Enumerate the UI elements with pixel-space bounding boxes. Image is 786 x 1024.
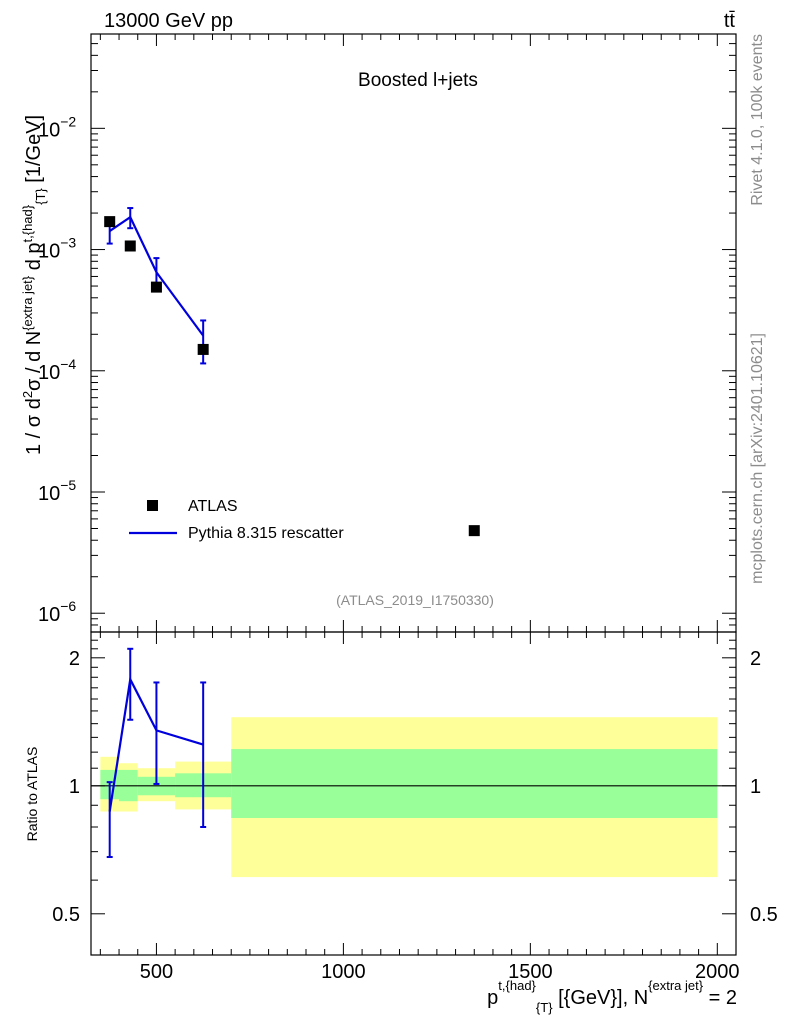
svg-text:1 / σ d2σ / d N{extra jet} d p: 1 / σ d2σ / d N{extra jet} d pt,{had}{T}… bbox=[20, 115, 48, 455]
panel-title: Boosted l+jets bbox=[358, 70, 478, 91]
data-point bbox=[124, 240, 136, 252]
mcplots-label: mcplots.cern.ch [arXiv:2401.10621] bbox=[749, 333, 766, 584]
y-tick-label-ratio-left: 0.5 bbox=[52, 904, 80, 926]
svg-text:pt,{had}{T} [{GeV}], N{extra j: pt,{had}{T} [{GeV}], N{extra jet} = 2 bbox=[487, 978, 737, 1015]
y-tick-label-main: 10−4 bbox=[38, 356, 76, 384]
main-axis-ticks: 10−2 10−3 10−4 10−5 10−6 bbox=[38, 33, 736, 633]
legend: ATLAS Pythia 8.315 rescatter bbox=[129, 498, 344, 542]
mc-line bbox=[109, 215, 205, 337]
y-tick-label-ratio-right: 2 bbox=[750, 648, 761, 670]
main-frame bbox=[90, 33, 737, 633]
y-axis-title-ratio: Ratio to ATLAS bbox=[24, 747, 40, 842]
ratio-panel: 2 2 1 1 0.5 0.5 bbox=[52, 631, 778, 956]
x-tick-labels: 500 1000 1500 2000 bbox=[140, 961, 740, 983]
rivet-label: Rivet 4.1.0, 100k events bbox=[749, 34, 766, 206]
y-tick-label-main: 10−5 bbox=[38, 477, 76, 505]
y-tick-label-ratio-right: 1 bbox=[750, 776, 761, 798]
band-inner bbox=[231, 749, 718, 818]
y-tick-label-main: 10−6 bbox=[38, 598, 76, 626]
x-tick-label: 2000 bbox=[695, 961, 740, 983]
ratio-frame bbox=[90, 631, 737, 956]
ratio-data-marks bbox=[91, 647, 736, 859]
y-tick-label-ratio-right: 0.5 bbox=[750, 904, 778, 926]
x-axis-title: pt,{had}{T} [{GeV}], N{extra jet} = 2 bbox=[487, 978, 737, 1015]
legend-data-label: ATLAS bbox=[188, 498, 238, 515]
main-panel: 10−2 10−3 10−4 10−5 10−6 Boosted l+jets (ATL… bbox=[38, 33, 737, 633]
energy-label: 13000 GeV pp bbox=[104, 10, 233, 32]
x-tick-label: 1500 bbox=[508, 961, 553, 983]
y-tick-label-main: 10−2 bbox=[38, 113, 76, 141]
data-point bbox=[197, 343, 209, 355]
y-tick-label-ratio-left: 2 bbox=[69, 648, 80, 670]
y-axis-title-main: 1 / σ d2σ / d N{extra jet} d pt,{had}{T}… bbox=[20, 115, 48, 455]
analysis-id: (ATLAS_2019_I1750330) bbox=[336, 592, 494, 608]
data-point bbox=[150, 281, 162, 293]
x-tick-label: 1000 bbox=[321, 961, 366, 983]
ratio-line bbox=[108, 675, 204, 812]
legend-data-marker bbox=[147, 500, 158, 511]
main-data-marks bbox=[104, 207, 480, 537]
x-tick-label: 500 bbox=[140, 961, 173, 983]
ratio-uncertainty-bands bbox=[100, 717, 718, 878]
y-tick-label-main: 10−3 bbox=[38, 235, 76, 263]
process-label: tt̄ bbox=[724, 10, 736, 32]
data-point bbox=[104, 216, 116, 228]
legend-mc-label: Pythia 8.315 rescatter bbox=[188, 525, 344, 542]
data-point bbox=[468, 525, 480, 537]
ratio-axis-ticks: 2 2 1 1 0.5 0.5 bbox=[52, 631, 778, 956]
y-tick-label-ratio-left: 1 bbox=[69, 776, 80, 798]
